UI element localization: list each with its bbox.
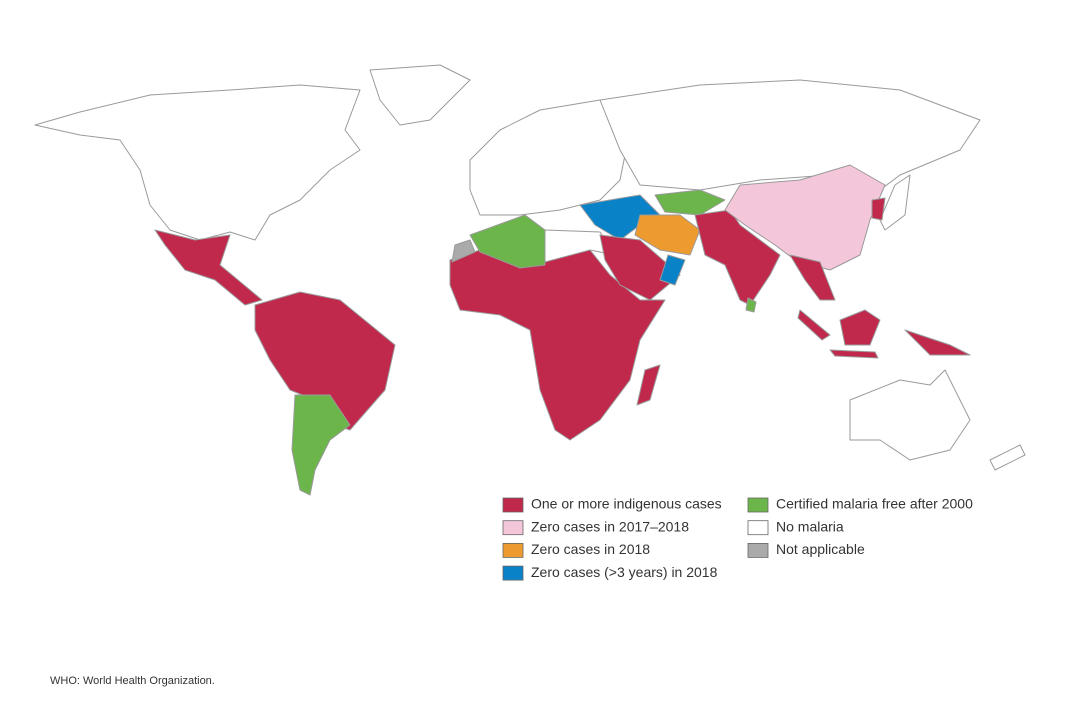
- russia: [599, 79, 981, 191]
- north-africa: [544, 229, 616, 263]
- legend-label: One or more indigenous cases: [531, 496, 722, 512]
- southern-cone: [291, 394, 351, 496]
- papua: [904, 329, 971, 356]
- algeria: [469, 214, 546, 269]
- legend-label: Certified malaria free after 2000: [776, 496, 973, 512]
- borneo: [839, 309, 881, 346]
- southeast-asia: [789, 254, 836, 301]
- malay-peninsula: [797, 309, 831, 341]
- regions: [34, 64, 1026, 496]
- legend-swatch: [502, 543, 524, 558]
- madagascar: [636, 364, 661, 406]
- legend-label: Zero cases in 2017–2018: [531, 518, 689, 534]
- sri-lanka: [745, 297, 757, 313]
- legend-swatch: [747, 497, 769, 513]
- legend-swatch: [747, 520, 769, 536]
- western-sahara: [451, 239, 476, 263]
- legend-swatch: [502, 520, 524, 536]
- legend-label: Not applicable: [776, 541, 865, 557]
- central-america: [154, 229, 263, 306]
- legend-label: No malaria: [776, 518, 844, 534]
- legend-swatch: [502, 565, 524, 581]
- iran: [634, 214, 701, 256]
- arabia: [599, 234, 681, 301]
- legend-swatch: [747, 543, 769, 558]
- australia: [849, 369, 971, 461]
- greenland: [369, 64, 471, 126]
- central-asia: [654, 189, 726, 216]
- new-zealand: [989, 444, 1026, 471]
- europe: [469, 99, 631, 216]
- legend-label: Zero cases in 2018: [531, 541, 650, 557]
- legend-swatch: [502, 497, 524, 513]
- oman: [659, 254, 686, 286]
- indonesia: [829, 349, 879, 359]
- korea: [871, 197, 886, 221]
- china: [724, 164, 886, 271]
- footnote: WHO: World Health Organization.: [50, 675, 215, 687]
- north-america: [34, 84, 361, 241]
- legend-label: Zero cases (>3 years) in 2018: [531, 564, 718, 580]
- legend: One or more indigenous cases Zero cases i…: [502, 496, 973, 581]
